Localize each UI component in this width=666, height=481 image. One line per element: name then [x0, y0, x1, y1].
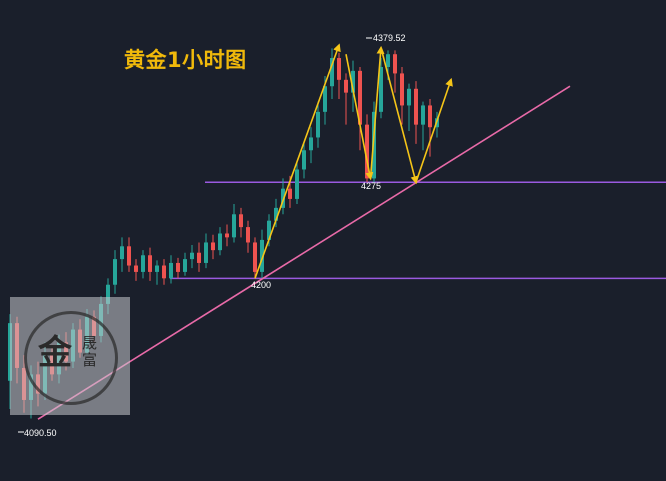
candle-body	[421, 105, 425, 125]
candle-body	[414, 88, 418, 125]
candle-body	[190, 252, 194, 260]
candle-body	[316, 111, 320, 138]
candle-body	[155, 265, 159, 272]
watermark-logo: 金 晟富	[10, 297, 130, 415]
candle-body	[295, 169, 299, 199]
chart-title: 黄金1小时图	[124, 48, 247, 72]
candle-body	[365, 124, 369, 179]
candle-body	[428, 105, 432, 128]
projection-arrow	[380, 47, 419, 185]
candle-body	[176, 262, 180, 272]
watermark-circle	[24, 311, 118, 405]
candle-body	[106, 284, 110, 304]
candle-body	[407, 88, 411, 106]
support-upper-label: 4275	[361, 181, 381, 191]
candle-body	[344, 79, 348, 93]
candle-body	[386, 54, 390, 68]
support-lines	[170, 181, 666, 280]
projection-arrow	[415, 77, 453, 183]
candle-body	[309, 137, 313, 151]
candle-body	[120, 246, 124, 260]
candle-body	[288, 188, 292, 199]
candle-body	[183, 259, 187, 272]
watermark-main-char: 金	[38, 333, 72, 373]
candle-body	[134, 265, 138, 272]
candle-body	[148, 255, 152, 272]
high-price-label: 4379.52	[373, 33, 406, 43]
candle-body	[204, 242, 208, 263]
projection-arrow	[369, 45, 385, 179]
candle-body	[323, 86, 327, 112]
support-lower-label: 4200	[251, 280, 271, 290]
candle-body	[260, 239, 264, 272]
low-price-label: 4090.50	[24, 428, 57, 438]
candle-body	[372, 111, 376, 179]
projection-arrow	[254, 43, 341, 279]
candle-body	[330, 58, 334, 87]
price-labels: 4379.52 4090.50 4275 4200	[18, 33, 406, 438]
candle-body	[358, 70, 362, 125]
candle-body	[337, 58, 341, 80]
candle-body	[141, 255, 145, 272]
candle-body	[239, 214, 243, 228]
projection-arrow	[345, 54, 374, 181]
candle-body	[169, 262, 173, 279]
candle-body	[253, 242, 257, 272]
projection-arrows	[254, 43, 453, 279]
candle-body	[267, 220, 271, 240]
candle-body	[232, 214, 236, 238]
candle-body	[393, 54, 397, 74]
candle-body	[274, 207, 278, 221]
candle-body	[379, 67, 383, 112]
watermark-side-chars: 晟富	[82, 334, 98, 369]
candle-body	[197, 252, 201, 263]
candle-body	[246, 227, 250, 243]
candle-body	[211, 242, 215, 251]
candle-body	[351, 70, 355, 93]
candle-body	[302, 150, 306, 170]
candle-body	[225, 233, 229, 238]
candle-body	[400, 73, 404, 106]
candle-body	[127, 246, 131, 266]
candle-body	[162, 265, 166, 279]
candle-body	[218, 233, 222, 251]
candle-body	[113, 259, 117, 285]
